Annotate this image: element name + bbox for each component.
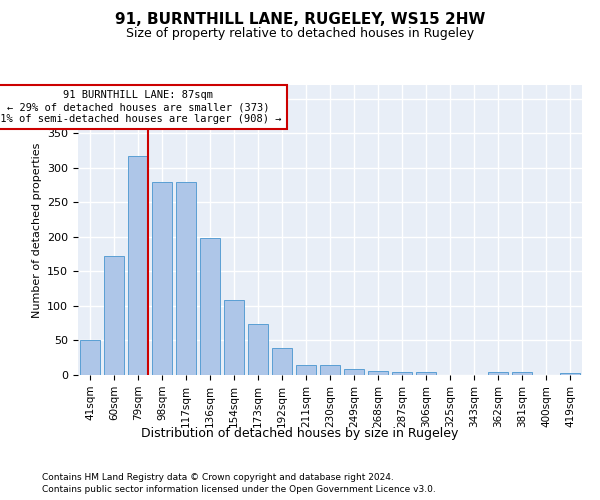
Text: Contains public sector information licensed under the Open Government Licence v3: Contains public sector information licen… xyxy=(42,485,436,494)
Bar xyxy=(344,369,364,375)
Text: 91 BURNTHILL LANE: 87sqm
← 29% of detached houses are smaller (373)
71% of semi-: 91 BURNTHILL LANE: 87sqm ← 29% of detach… xyxy=(0,90,282,124)
Bar xyxy=(176,182,196,375)
Text: 91, BURNTHILL LANE, RUGELEY, WS15 2HW: 91, BURNTHILL LANE, RUGELEY, WS15 2HW xyxy=(115,12,485,28)
Text: Contains HM Land Registry data © Crown copyright and database right 2024.: Contains HM Land Registry data © Crown c… xyxy=(42,472,394,482)
Y-axis label: Number of detached properties: Number of detached properties xyxy=(32,142,41,318)
Bar xyxy=(368,371,388,375)
Text: Distribution of detached houses by size in Rugeley: Distribution of detached houses by size … xyxy=(142,428,458,440)
Bar xyxy=(152,182,172,375)
Bar xyxy=(488,372,508,375)
Bar xyxy=(416,372,436,375)
Bar xyxy=(392,372,412,375)
Bar xyxy=(80,340,100,375)
Bar xyxy=(296,364,316,375)
Text: Size of property relative to detached houses in Rugeley: Size of property relative to detached ho… xyxy=(126,28,474,40)
Bar xyxy=(560,373,580,375)
Bar xyxy=(248,324,268,375)
Bar xyxy=(128,156,148,375)
Bar xyxy=(224,300,244,375)
Bar xyxy=(200,238,220,375)
Bar xyxy=(512,372,532,375)
Bar xyxy=(320,364,340,375)
Bar xyxy=(104,256,124,375)
Bar xyxy=(272,348,292,375)
